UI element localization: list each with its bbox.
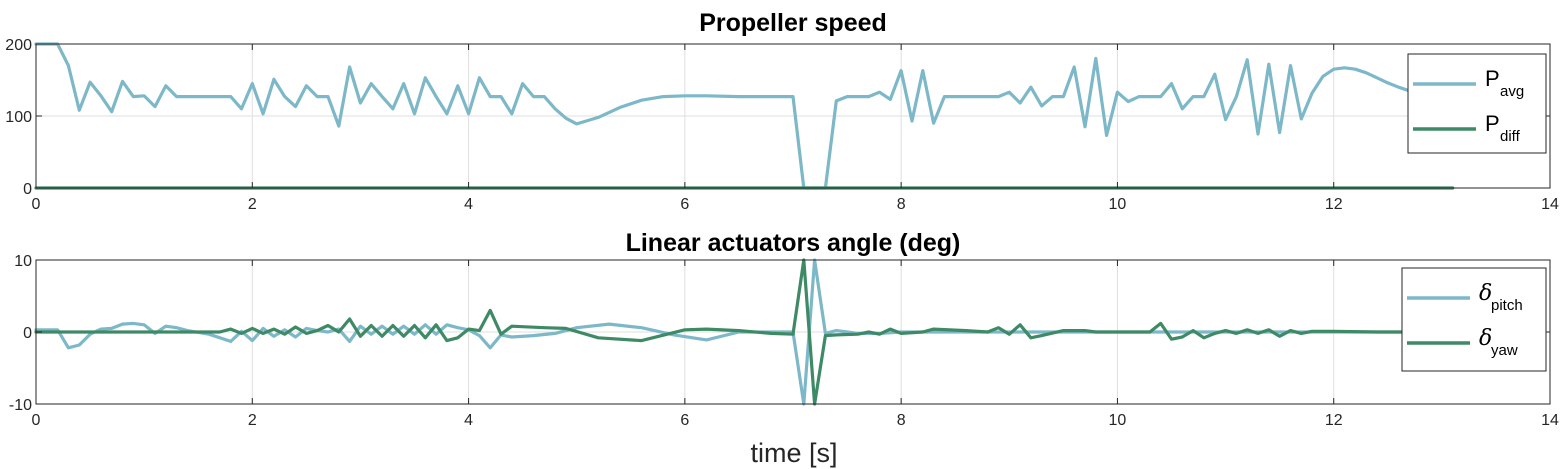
y-tick-label: 0 [23, 325, 32, 342]
x-tick-label: 10 [1109, 412, 1127, 429]
legend-label-sub: avg [1500, 83, 1524, 100]
y-tick-label: 10 [14, 253, 32, 270]
legend-label-main: δ [1479, 281, 1492, 306]
x-tick-label: 8 [897, 196, 906, 213]
y-tick-label: 100 [5, 109, 32, 126]
y-tick-label: 200 [5, 37, 32, 54]
x-tick-label: 12 [1325, 196, 1343, 213]
legend-label-sub: pitch [1491, 297, 1523, 314]
legend-label-sub: diff [1500, 128, 1521, 145]
propeller-speed-panel: 0 2 4 6 8 10 12 14 0 100 200 Propeller speed PavgPdi… [5, 9, 1559, 213]
x-tick-label: 2 [248, 196, 257, 213]
legend-box [1401, 267, 1547, 372]
x-tick-label: 12 [1325, 412, 1343, 429]
legend-label-main: P [1485, 66, 1500, 91]
y-tick-label: 0 [23, 181, 32, 198]
x-tick-label: 0 [32, 412, 41, 429]
x-tick-label: 6 [680, 196, 689, 213]
x-tick-label: 14 [1541, 196, 1559, 213]
series-line-avg [34, 42, 1412, 190]
x-tick-label: 8 [897, 412, 906, 429]
x-axis-label: time [s] [750, 438, 837, 468]
chart-title: Propeller speed [699, 9, 887, 37]
x-tick-label: 0 [32, 196, 41, 213]
series-line-yaw [34, 258, 1455, 406]
x-tick-label: 6 [680, 412, 689, 429]
legend-box [1407, 53, 1547, 154]
y-tick-label: -10 [9, 397, 32, 414]
x-tick-label: 14 [1541, 412, 1559, 429]
x-tick-label: 10 [1109, 196, 1127, 213]
legend-label-main: P [1485, 111, 1500, 136]
legend-label-sub: yaw [1491, 342, 1518, 359]
x-tick-label: 2 [248, 412, 257, 429]
legend-label-main: δ [1479, 326, 1492, 351]
x-tick-label: 4 [464, 196, 473, 213]
x-tick-label: 4 [464, 412, 473, 429]
chart-title: Linear actuators angle (deg) [626, 229, 961, 257]
